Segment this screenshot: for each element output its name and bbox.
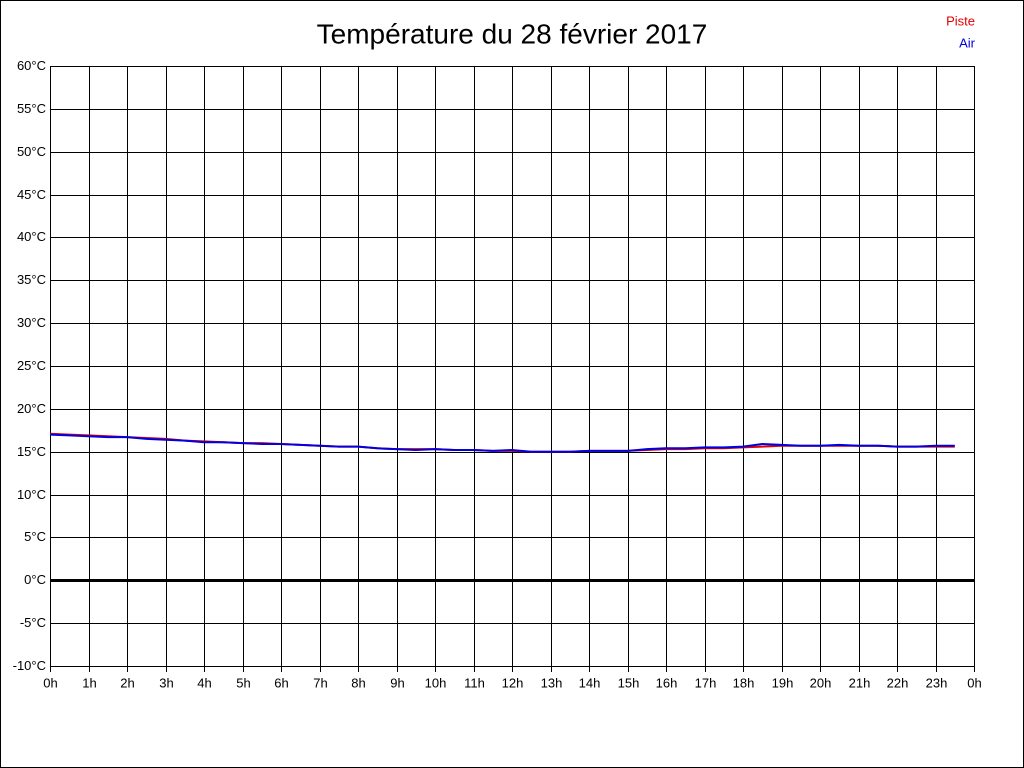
x-tick-label: 22h bbox=[887, 675, 909, 690]
x-tick-label: 12h bbox=[502, 675, 524, 690]
x-tick-label: 20h bbox=[810, 675, 832, 690]
x-tick-label: 15h bbox=[618, 675, 640, 690]
y-tick-label: 0°C bbox=[24, 572, 46, 587]
x-tick-label: 3h bbox=[159, 675, 173, 690]
y-tick-label: 5°C bbox=[24, 529, 46, 544]
x-tick-label: 11h bbox=[464, 675, 485, 690]
x-tick-label: 19h bbox=[772, 675, 794, 690]
x-tick-label: 7h bbox=[313, 675, 327, 690]
x-tick-label: 16h bbox=[656, 675, 678, 690]
y-tick-label: 50°C bbox=[17, 144, 46, 159]
y-tick-label: 60°C bbox=[17, 58, 46, 73]
x-tick-label: 0h bbox=[967, 675, 981, 690]
y-tick-label: -10°C bbox=[13, 658, 46, 673]
x-tick-label: 8h bbox=[351, 675, 365, 690]
y-tick-label: 10°C bbox=[17, 487, 46, 502]
x-tick-label: 14h bbox=[579, 675, 601, 690]
legend-label: Air bbox=[959, 35, 976, 50]
y-tick-label: 30°C bbox=[17, 315, 46, 330]
chart-title: Température du 28 février 2017 bbox=[317, 18, 708, 49]
x-tick-label: 5h bbox=[236, 675, 250, 690]
y-tick-label: 35°C bbox=[17, 272, 46, 287]
y-tick-label: -5°C bbox=[20, 615, 46, 630]
x-tick-label: 1h bbox=[82, 675, 96, 690]
x-tick-label: 4h bbox=[197, 675, 211, 690]
x-tick-label: 0h bbox=[43, 675, 57, 690]
y-tick-label: 15°C bbox=[17, 444, 46, 459]
x-tick-label: 2h bbox=[120, 675, 134, 690]
x-tick-label: 18h bbox=[733, 675, 755, 690]
x-tick-label: 10h bbox=[425, 675, 447, 690]
y-tick-label: 25°C bbox=[17, 358, 46, 373]
y-tick-label: 45°C bbox=[17, 187, 46, 202]
y-tick-label: 20°C bbox=[17, 401, 46, 416]
legend-label: Piste bbox=[946, 13, 975, 28]
x-tick-label: 23h bbox=[926, 675, 948, 690]
x-tick-label: 6h bbox=[274, 675, 288, 690]
y-tick-label: 55°C bbox=[17, 101, 46, 116]
x-tick-label: 13h bbox=[541, 675, 563, 690]
series-line bbox=[49, 433, 955, 453]
x-tick-label: 21h bbox=[849, 675, 871, 690]
x-tick-label: 9h bbox=[390, 675, 404, 690]
x-tick-label: 17h bbox=[695, 675, 717, 690]
y-tick-label: 40°C bbox=[17, 229, 46, 244]
